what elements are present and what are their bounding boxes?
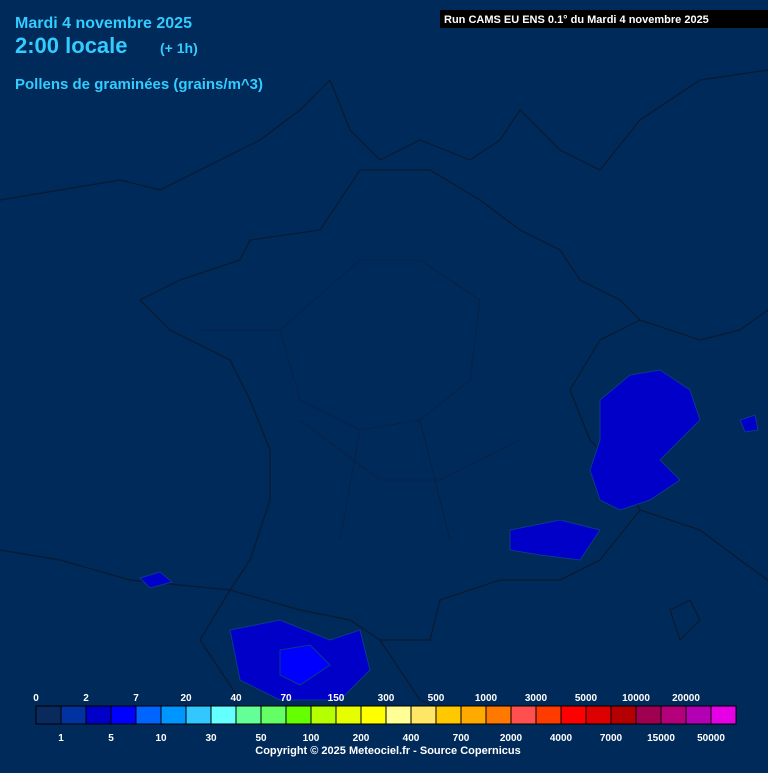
legend-swatch: [210, 705, 237, 725]
run-box: [440, 10, 768, 28]
legend-swatch: [385, 705, 412, 725]
legend-swatch: [510, 705, 537, 725]
legend-swatch: [610, 705, 637, 725]
variable: Pollens de graminées (grains/m^3): [15, 76, 263, 93]
legend-label: 15000: [647, 733, 675, 744]
legend-label: 2000: [500, 733, 523, 744]
legend-label: 200: [353, 733, 370, 744]
legend-label: 10: [155, 733, 167, 744]
legend-swatch: [685, 705, 712, 725]
legend-label: 300: [378, 693, 395, 704]
pollen-areas: [139, 369, 759, 701]
date: Mardi 4 novembre 2025: [15, 15, 192, 32]
legend-swatch: [35, 705, 62, 725]
legend-swatch: [535, 705, 562, 725]
legend-swatch: [485, 705, 512, 725]
legend-swatch: [285, 705, 312, 725]
legend-label: 20: [180, 693, 192, 704]
legend-label: 1: [58, 733, 64, 744]
offset: (+ 1h): [160, 40, 198, 56]
legend-swatch: [85, 705, 112, 725]
legend-label: 30: [205, 733, 217, 744]
legend-swatch: [260, 705, 287, 725]
legend-swatch: [185, 705, 212, 725]
legend-label: 150: [328, 693, 345, 704]
legend-label: 50: [255, 733, 267, 744]
legend-label: 3000: [525, 693, 548, 704]
legend: 0 1 2 5 7 10 20 30 40 50 70 100 150 200 300 400 500 700 10…: [33, 693, 737, 744]
legend-swatch: [235, 705, 262, 725]
legend-swatch: [460, 705, 487, 725]
run-info: Run CAMS EU ENS 0.1° du Mardi 4 novembre…: [444, 14, 709, 26]
legend-label: 700: [453, 733, 470, 744]
legend-swatch: [560, 705, 587, 725]
legend-swatch: [135, 705, 162, 725]
legend-swatch: [635, 705, 662, 725]
legend-label: 400: [403, 733, 420, 744]
legend-label: 0: [33, 693, 39, 704]
legend-label: 4000: [550, 733, 573, 744]
legend-swatch: [710, 705, 737, 725]
legend-swatch: [160, 705, 187, 725]
legend-label: 10000: [622, 693, 650, 704]
legend-swatch: [360, 705, 387, 725]
legend-label: 500: [428, 693, 445, 704]
legend-label: 1000: [475, 693, 498, 704]
legend-label: 20000: [672, 693, 700, 704]
legend-label: 5000: [575, 693, 598, 704]
copyright: Copyright © 2025 Meteociel.fr - Source C…: [255, 745, 520, 757]
time: 2:00 locale: [15, 33, 128, 58]
legend-swatch: [310, 705, 337, 725]
legend-label: 50000: [697, 733, 725, 744]
legend-label: 7: [133, 693, 139, 704]
legend-label: 7000: [600, 733, 623, 744]
legend-label: 40: [230, 693, 242, 704]
legend-swatch: [60, 705, 87, 725]
legend-swatch: [585, 705, 612, 725]
legend-swatch: [335, 705, 362, 725]
legend-swatch: [410, 705, 437, 725]
legend-label: 5: [108, 733, 114, 744]
legend-label: 100: [303, 733, 320, 744]
legend-swatch: [110, 705, 137, 725]
legend-swatch: [660, 705, 687, 725]
legend-label: 70: [280, 693, 292, 704]
legend-label: 2: [83, 693, 89, 704]
legend-swatch: [435, 705, 462, 725]
